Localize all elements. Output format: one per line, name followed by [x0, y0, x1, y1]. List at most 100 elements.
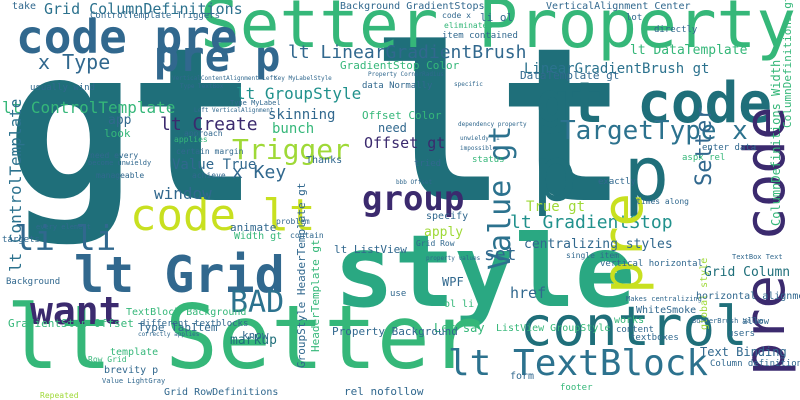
- word-verticalcontentalignment-left: VerticalContentAlignment Left: [172, 75, 277, 82]
- word-allow: allow: [742, 317, 770, 327]
- word-problem: problem: [276, 217, 310, 226]
- word-offset-gt: Offset gt: [364, 134, 446, 152]
- word-directly: directly: [654, 25, 698, 35]
- word-brevity-p: brevity p: [104, 365, 159, 376]
- word-lineargradientbrush-gt: LinearGradientBrush gt: [524, 61, 710, 77]
- word-correctly-applies: correctly applies: [138, 331, 200, 338]
- word-status: status: [472, 155, 505, 165]
- word-content: content: [616, 325, 654, 335]
- word-row-grid: Row Grid: [88, 355, 127, 364]
- word-gradientstop-color: GradientStop Color: [340, 59, 460, 72]
- word-lt-controltemplate-vertical: lt ControlTemplate: [6, 98, 25, 272]
- word-grid-columndefinitions: Grid ColumnDefinitions: [44, 0, 243, 18]
- word-ol-li: ol li: [444, 299, 475, 310]
- word-data-normally: data Normally: [362, 81, 433, 91]
- word-bad: BAD: [230, 285, 285, 320]
- word-datatemplate-gt: DataTemplate gt: [520, 69, 620, 82]
- word-grid-column: Grid Column: [704, 265, 791, 280]
- word-true-gt: True gt: [526, 199, 586, 215]
- word-every-element: every element: [36, 223, 91, 231]
- word-control: control: [520, 295, 748, 358]
- word-look: look: [104, 127, 131, 140]
- word-approach: approach: [184, 129, 223, 138]
- word-lt-lineargradientbrush: lt LinearGradientBrush: [288, 42, 527, 63]
- word-left-verticalalignment: Left VerticalAlignment: [194, 107, 274, 114]
- word-works: works: [614, 315, 645, 326]
- word-column-definitions: Column definitions: [710, 359, 800, 369]
- word-lt-textblock: lt TextBlock: [448, 343, 709, 384]
- word-columndefinitions-gt-vertical: ColumnDefinitions gt: [781, 0, 794, 128]
- word-repeated: Repeated: [40, 391, 79, 400]
- word-targettype-x: TargetType x: [560, 116, 748, 146]
- word-impossible: impossible: [460, 145, 497, 152]
- word-let-say: Let say: [434, 321, 485, 335]
- word-template: template: [110, 347, 159, 358]
- word-background-gradientstops: Background GradientStops: [340, 1, 485, 12]
- word-text-binding: Text Binding: [700, 345, 787, 359]
- word-eliminated: eliminated: [444, 21, 493, 30]
- word-thanks: Thanks: [306, 155, 343, 166]
- word-aspx-rel: aspx rel: [682, 153, 726, 163]
- word-skinning: skinning: [268, 107, 336, 123]
- word-gt-code: gt code: [536, 71, 773, 136]
- word-applies: applies: [174, 135, 208, 144]
- word-specific: specific: [454, 81, 483, 88]
- word-item-contained: item contained: [442, 31, 518, 41]
- word-p-p: p p: [532, 129, 670, 218]
- word-textblock-background: TextBlock Background: [126, 307, 247, 318]
- word-become-unwieldy: become unwieldy: [88, 159, 152, 167]
- word-certain-margin: certain margin: [176, 147, 244, 156]
- word-x-key: x Key: [232, 162, 287, 183]
- word-times-along: times along: [636, 197, 689, 206]
- word-app: app: [108, 113, 132, 128]
- word-gradientstop-offset: GradientStop Offset: [8, 317, 134, 330]
- word-specify: specify: [426, 211, 469, 222]
- word-want: want: [30, 289, 122, 333]
- word-bbb-offset: bbb Offset: [396, 179, 433, 186]
- word-listview-groupstyle: ListView GroupStyle: [496, 323, 611, 334]
- word-single-item: single item: [566, 251, 619, 260]
- word-use: use: [390, 289, 407, 299]
- word-markup: markup: [230, 333, 277, 348]
- word-animate: animate: [230, 221, 277, 234]
- word-contain: contain: [290, 231, 324, 240]
- word-enter-data: enter data: [702, 143, 757, 153]
- word-li-ol: li ol: [480, 11, 514, 24]
- word-footer: footer: [560, 383, 593, 393]
- word-x-type: x Type: [38, 50, 111, 74]
- word-textboxes: textboxes: [630, 333, 679, 343]
- word-lt-controltemplate: lt ControlTemplate: [2, 98, 176, 117]
- word-lt-grid: lt Grid: [74, 246, 285, 304]
- word-textbox-text: TextBox Text: [732, 253, 783, 261]
- word-usually-wind: usually wind: [30, 83, 96, 93]
- word-lt-datatemplate: lt DataTemplate: [630, 43, 748, 58]
- word-window: window: [154, 184, 212, 203]
- word-property-values: property values: [426, 255, 481, 262]
- word-width-gt: Width gt: [234, 231, 283, 242]
- word-verticalalignment-center: VerticalAlignment Center: [546, 1, 691, 12]
- word-lt-setter: lt Setter: [6, 286, 483, 389]
- word-bunch: bunch: [272, 121, 315, 137]
- word-manageable: manageable: [96, 171, 145, 180]
- word-type-textbox: Type TextBox: [180, 83, 224, 90]
- word-lt-gradientstop: lt GradientStop: [510, 212, 673, 233]
- word-code-pre: code pre: [16, 10, 238, 64]
- word-href: href: [510, 284, 547, 302]
- word-tried: tried: [414, 159, 442, 169]
- word-need: need: [378, 121, 407, 135]
- word-apply: apply: [424, 225, 464, 240]
- word-lt-groupstyle: lt GroupStyle: [236, 84, 362, 103]
- word-know: know: [242, 329, 269, 342]
- word-trigger: Trigger: [232, 133, 351, 166]
- word-key-mylabelstyle: Key MyLabelStyle: [274, 75, 332, 82]
- word-whitesmoke: WhiteSmoke: [636, 305, 697, 316]
- word-grid-row: Grid Row: [416, 239, 455, 248]
- word-unwieldy-li: unwieldy li: [460, 135, 500, 142]
- word-controltemplate-triggers: ControlTemplate Triggers: [90, 11, 221, 21]
- word-groupstyle-headertemplate-vertical: GroupStyle HeaderTemplate gt: [295, 182, 308, 368]
- word-offset-color: Offset Color: [362, 109, 442, 122]
- word-rel-nofollow: rel nofollow: [344, 385, 424, 398]
- word-exactly: exactly: [598, 177, 636, 187]
- word-wpf: WPF: [442, 275, 464, 289]
- word-group: group: [362, 179, 465, 219]
